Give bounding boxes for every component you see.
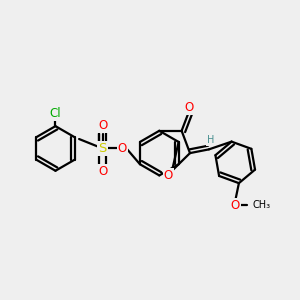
Text: O: O bbox=[118, 142, 127, 155]
Text: H: H bbox=[207, 135, 214, 145]
Text: O: O bbox=[184, 101, 194, 114]
Text: CH₃: CH₃ bbox=[253, 200, 271, 210]
Text: S: S bbox=[98, 142, 107, 155]
Text: Cl: Cl bbox=[50, 106, 61, 120]
Text: O: O bbox=[98, 165, 107, 178]
Text: O: O bbox=[98, 119, 107, 132]
Text: O: O bbox=[164, 169, 173, 182]
Text: O: O bbox=[231, 199, 240, 212]
